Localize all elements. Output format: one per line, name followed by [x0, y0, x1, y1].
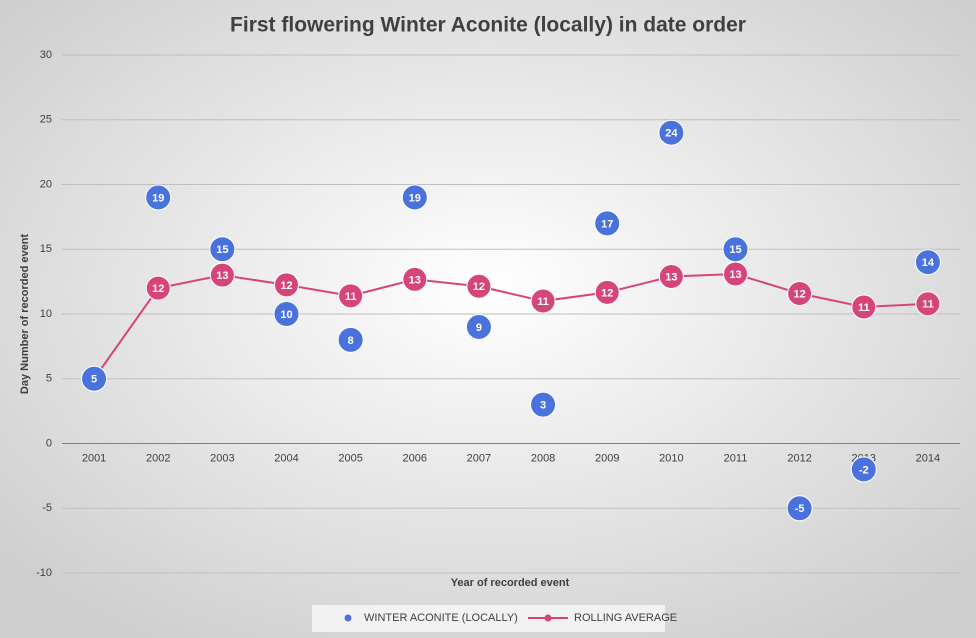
data-label: 13 — [729, 269, 741, 281]
marker — [337, 326, 364, 353]
line-marker — [594, 279, 620, 305]
line-marker — [787, 281, 813, 307]
line-marker — [851, 294, 877, 320]
y-tick-label: -5 — [42, 502, 52, 514]
data-label: 12 — [152, 283, 164, 295]
legend-label: WINTER ACONITE (LOCALLY) — [364, 612, 518, 624]
y-tick-label: -10 — [36, 567, 52, 579]
y-tick-label: 10 — [40, 308, 52, 320]
marker — [145, 184, 172, 211]
marker — [850, 456, 877, 483]
data-label: 13 — [409, 274, 421, 286]
data-label: 15 — [216, 244, 228, 256]
data-label: 12 — [473, 281, 485, 293]
data-label: 9 — [476, 322, 482, 334]
marker — [401, 184, 428, 211]
marker — [722, 236, 749, 263]
y-tick-label: 5 — [46, 373, 52, 385]
data-label: 11 — [537, 296, 549, 308]
data-label: 15 — [729, 244, 741, 256]
data-label: 12 — [280, 280, 292, 292]
line-marker — [658, 263, 684, 289]
y-tick-label: 0 — [46, 437, 52, 449]
data-label: 12 — [794, 288, 806, 300]
x-tick-label: 2010 — [659, 452, 683, 464]
data-label: 11 — [922, 299, 934, 311]
chart-title: First flowering Winter Aconite (locally)… — [230, 14, 746, 37]
marker — [786, 495, 813, 522]
y-tick-label: 25 — [40, 114, 52, 126]
marker — [914, 249, 941, 276]
legend-marker — [544, 614, 552, 622]
x-tick-label: 2002 — [146, 452, 170, 464]
x-tick-label: 2003 — [210, 452, 234, 464]
data-label: 10 — [280, 309, 292, 321]
data-label: 24 — [665, 128, 678, 140]
x-tick-label: 2012 — [787, 452, 811, 464]
x-tick-label: 2004 — [274, 452, 298, 464]
data-label: 19 — [409, 192, 421, 204]
x-tick-label: 2014 — [916, 452, 940, 464]
data-label: 13 — [216, 270, 228, 282]
line-marker — [274, 272, 299, 298]
marker — [465, 313, 492, 340]
data-label: 12 — [601, 287, 613, 299]
data-label: 17 — [601, 218, 613, 230]
line-marker — [530, 288, 556, 314]
data-label: 11 — [858, 302, 870, 314]
data-label: 14 — [922, 257, 935, 269]
line-marker — [145, 275, 171, 301]
data-label: 11 — [345, 291, 357, 303]
data-label: 19 — [152, 192, 164, 204]
x-tick-label: 2009 — [595, 452, 619, 464]
x-tick-label: 2011 — [724, 452, 748, 464]
marker — [658, 119, 685, 146]
legend-box — [312, 605, 665, 632]
data-label: 5 — [91, 374, 97, 386]
y-axis-title: Day Number of recorded event — [19, 234, 31, 394]
data-label: 13 — [665, 271, 677, 283]
x-tick-label: 2008 — [531, 452, 555, 464]
marker — [530, 391, 557, 418]
line-marker — [915, 291, 941, 317]
x-tick-label: 2007 — [467, 452, 491, 464]
marker — [273, 301, 300, 327]
data-label: -2 — [859, 464, 869, 476]
x-tick-label: 2006 — [403, 452, 427, 464]
legend-marker — [344, 614, 352, 622]
y-tick-label: 15 — [40, 243, 52, 255]
line-marker — [209, 262, 235, 288]
marker — [81, 365, 108, 392]
data-label: -5 — [795, 503, 805, 515]
x-axis-title: Year of recorded event — [451, 577, 570, 589]
marker — [594, 210, 621, 237]
line-marker — [466, 273, 492, 299]
marker — [209, 236, 236, 263]
x-tick-label: 2001 — [82, 452, 106, 464]
legend-label: ROLLING AVERAGE — [574, 612, 677, 624]
data-label: 3 — [540, 400, 546, 412]
line-marker — [402, 266, 428, 292]
line-marker — [338, 283, 364, 309]
y-tick-label: 20 — [40, 178, 52, 190]
y-tick-label: 30 — [40, 49, 52, 61]
x-tick-label: 2005 — [338, 452, 362, 464]
data-label: 8 — [348, 335, 354, 347]
